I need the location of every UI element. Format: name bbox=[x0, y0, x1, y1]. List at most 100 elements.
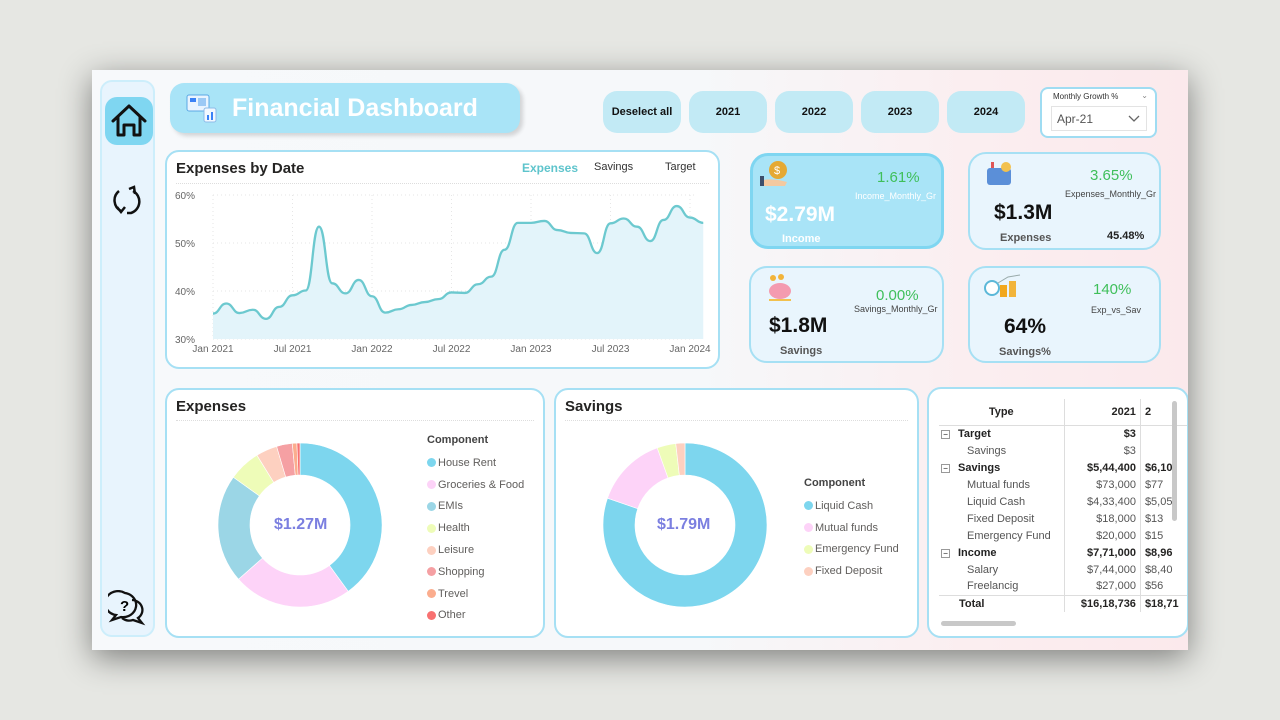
data-point[interactable] bbox=[356, 277, 362, 283]
collapse-icon[interactable]: − bbox=[941, 548, 950, 558]
expenses-donut-card: Expenses $1.27M Component House Rent Groce… bbox=[165, 388, 545, 638]
legend-dot bbox=[804, 523, 813, 533]
data-point[interactable] bbox=[568, 230, 574, 236]
data-point[interactable] bbox=[290, 292, 296, 298]
data-point[interactable] bbox=[435, 296, 441, 302]
vertical-scrollbar[interactable] bbox=[1172, 401, 1177, 521]
data-point[interactable] bbox=[409, 302, 415, 308]
data-point[interactable] bbox=[475, 281, 481, 287]
data-point[interactable] bbox=[647, 238, 653, 244]
data-point[interactable] bbox=[276, 304, 282, 310]
donut-slice[interactable] bbox=[675, 442, 686, 476]
x-tick-label: Jul 2021 bbox=[274, 344, 312, 355]
data-point[interactable] bbox=[250, 307, 256, 313]
home-button[interactable] bbox=[105, 97, 153, 145]
data-point[interactable] bbox=[674, 203, 680, 209]
expenses-by-date-card: Expenses by Date Expenses Savings Target… bbox=[165, 150, 720, 369]
data-point[interactable] bbox=[210, 311, 216, 317]
x-tick-label: Jul 2022 bbox=[433, 344, 471, 355]
home-icon bbox=[111, 104, 147, 137]
month-dropdown[interactable]: Apr-21 bbox=[1051, 106, 1147, 131]
refresh-button[interactable] bbox=[109, 183, 145, 224]
legend-item[interactable]: Groceries & Food bbox=[427, 474, 524, 496]
cell-2021: $7,71,000 bbox=[1064, 544, 1141, 561]
data-point[interactable] bbox=[449, 289, 455, 295]
legend-item[interactable]: Leisure bbox=[427, 539, 524, 561]
donut-slice[interactable] bbox=[296, 442, 301, 476]
tab-savings[interactable]: Savings bbox=[594, 161, 634, 173]
data-point[interactable] bbox=[488, 274, 494, 280]
y-tick-label: 40% bbox=[175, 287, 195, 298]
year-2021-button[interactable]: 2021 bbox=[689, 91, 767, 133]
data-point[interactable] bbox=[621, 216, 627, 222]
data-point[interactable] bbox=[422, 299, 428, 305]
data-point[interactable] bbox=[594, 250, 600, 256]
data-point[interactable] bbox=[528, 220, 534, 226]
data-point[interactable] bbox=[700, 220, 706, 226]
data-point[interactable] bbox=[462, 290, 468, 296]
year-2023-button[interactable]: 2023 bbox=[861, 91, 939, 133]
data-point[interactable] bbox=[369, 293, 375, 299]
legend-item[interactable]: House Rent bbox=[427, 452, 524, 474]
help-button[interactable]: ? bbox=[103, 590, 146, 631]
legend-label: Emergency Fund bbox=[815, 543, 899, 556]
horizontal-scrollbar[interactable] bbox=[941, 621, 1016, 626]
legend-dot bbox=[427, 567, 436, 577]
data-point[interactable] bbox=[581, 230, 587, 236]
expenses-label: Expenses bbox=[1000, 232, 1052, 244]
refresh-icon bbox=[113, 185, 141, 215]
data-point[interactable] bbox=[343, 290, 349, 296]
savings-growth: 0.00% bbox=[876, 287, 919, 304]
data-point[interactable] bbox=[316, 224, 322, 230]
column-header-2022[interactable]: 2 bbox=[1144, 405, 1152, 418]
cell-2021: $18,000 bbox=[1064, 510, 1141, 527]
collapse-icon[interactable]: − bbox=[941, 463, 950, 473]
legend-item[interactable]: Shopping bbox=[427, 561, 524, 583]
data-point[interactable] bbox=[555, 227, 561, 233]
legend-item[interactable]: EMIs bbox=[427, 496, 524, 518]
column-header-type[interactable]: Type bbox=[939, 399, 1065, 425]
data-point[interactable] bbox=[223, 300, 229, 306]
year-2024-button[interactable]: 2024 bbox=[947, 91, 1025, 133]
data-point[interactable] bbox=[303, 288, 309, 294]
expenses-donut bbox=[217, 442, 383, 608]
legend-item[interactable]: Other bbox=[427, 605, 524, 627]
data-point[interactable] bbox=[396, 306, 402, 312]
data-point[interactable] bbox=[237, 310, 243, 316]
total-2022: $18,71 bbox=[1144, 597, 1179, 610]
row-label: Mutual funds bbox=[967, 478, 1030, 491]
year-2022-button[interactable]: 2022 bbox=[775, 91, 853, 133]
tab-expenses[interactable]: Expenses bbox=[522, 161, 579, 175]
cell-2021: $20,000 bbox=[1064, 527, 1141, 544]
data-point[interactable] bbox=[329, 280, 335, 286]
data-point[interactable] bbox=[382, 310, 388, 316]
donut-slice[interactable] bbox=[299, 442, 383, 592]
collapse-icon[interactable]: − bbox=[941, 429, 950, 439]
deselect-all-button[interactable]: Deselect all bbox=[603, 91, 681, 133]
chevron-down-icon[interactable]: ⌄ bbox=[1141, 91, 1148, 100]
legend-item[interactable]: Trevel bbox=[427, 583, 524, 605]
data-point[interactable] bbox=[661, 217, 667, 223]
donut-slice[interactable] bbox=[607, 447, 669, 510]
table-row: − Income $7,71,000 $8,96 bbox=[939, 544, 1187, 561]
legend-item[interactable]: Liquid Cash bbox=[804, 495, 899, 517]
column-header-2021[interactable]: 2021 bbox=[1064, 399, 1141, 425]
data-point[interactable] bbox=[634, 224, 640, 230]
tab-target[interactable]: Target bbox=[665, 161, 696, 173]
legend-item[interactable]: Health bbox=[427, 517, 524, 539]
data-point[interactable] bbox=[541, 218, 547, 224]
data-point[interactable] bbox=[502, 247, 508, 253]
data-point[interactable] bbox=[515, 220, 521, 226]
data-point[interactable] bbox=[608, 220, 614, 226]
svg-text:$: $ bbox=[774, 165, 780, 177]
cell-2022: $8,40 bbox=[1144, 563, 1173, 576]
legend-item[interactable]: Mutual funds bbox=[804, 517, 899, 539]
legend-item[interactable]: Emergency Fund bbox=[804, 539, 899, 561]
legend-item[interactable]: Fixed Deposit bbox=[804, 560, 899, 582]
x-tick-label: Jan 2022 bbox=[351, 344, 393, 355]
savings-legend: Component Liquid Cash Mutual funds Emergenc… bbox=[804, 477, 899, 582]
income-kpi-card: $ 1.61% Income_Monthly_Gr $2.79M Income bbox=[750, 153, 944, 249]
data-point[interactable] bbox=[263, 316, 269, 322]
donut-slice[interactable] bbox=[602, 442, 768, 608]
data-point[interactable] bbox=[687, 215, 693, 221]
